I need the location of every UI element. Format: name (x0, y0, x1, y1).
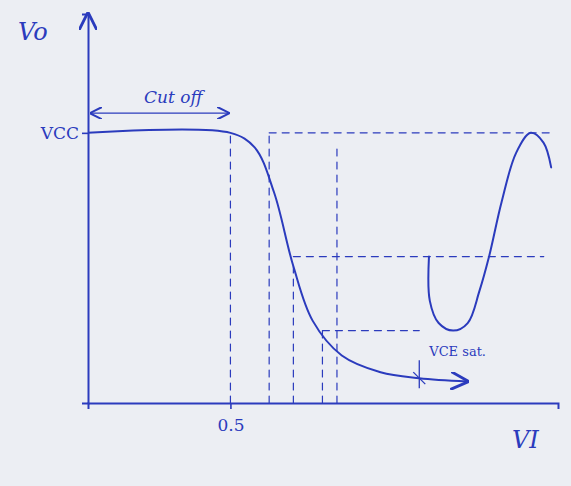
plot-area (88, 130, 551, 403)
annotation: Cut off (144, 87, 205, 107)
tick-mark (82, 133, 88, 135)
y-axis-title: Vo (18, 18, 48, 46)
y-axis: VCC (40, 15, 89, 404)
guide-line (322, 331, 323, 403)
y-axis-arrow (87, 14, 89, 15)
tick-mark (230, 403, 232, 409)
annotation-tick (419, 360, 420, 388)
axis-line (82, 15, 89, 404)
tick-label: VCC (40, 123, 79, 143)
chart: 0.5 VCC Vo VI Cut off VCE sat. (0, 0, 571, 486)
curve (88, 130, 467, 382)
guide-line (269, 133, 270, 403)
guide-line (293, 266, 294, 403)
annotation: VCE sat. (428, 344, 486, 359)
tick-label: 0.5 (217, 415, 244, 435)
tick: 0.5 (217, 403, 244, 435)
curve (428, 133, 551, 331)
tick: VCC (40, 123, 88, 143)
guide-line (269, 132, 549, 133)
guide-line (293, 256, 543, 257)
annotations: Cut off VCE sat. (91, 87, 486, 388)
span-arrow (91, 112, 228, 113)
axis-line (89, 404, 559, 410)
annotation-tick (413, 372, 425, 384)
guide-line (336, 149, 337, 403)
x-axis: 0.5 (89, 403, 559, 435)
x-axis-title: VI (512, 426, 539, 454)
guide-line (230, 133, 231, 403)
